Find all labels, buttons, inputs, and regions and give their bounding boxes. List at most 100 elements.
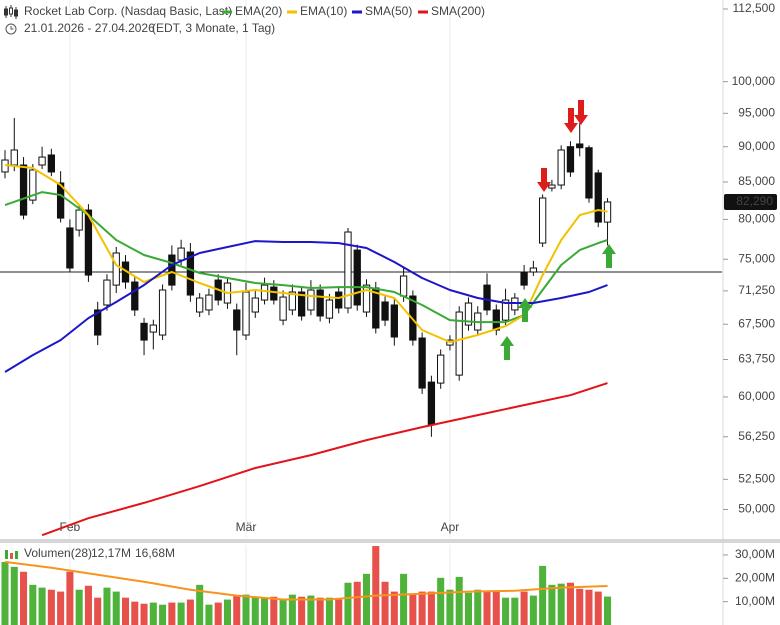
y-tick-label: 85,000	[738, 174, 775, 188]
signal-arrows	[500, 100, 616, 360]
candle-body	[75, 209, 83, 231]
volume-bar	[464, 592, 473, 625]
last-price-label: 82,290	[736, 194, 773, 208]
y-tick-label: 67,500	[738, 316, 775, 330]
candle-body	[381, 301, 389, 321]
volume-bar	[502, 597, 510, 625]
volume-bar	[84, 585, 92, 625]
candle-body	[131, 281, 139, 311]
volume-bar	[270, 596, 278, 625]
volume-current: 12,17M	[91, 546, 131, 560]
volume-bar	[585, 589, 593, 625]
clock-icon	[5, 23, 17, 35]
volume-bar	[335, 599, 343, 625]
y-tick-label: 95,000	[738, 106, 775, 120]
volume-bar	[316, 597, 324, 625]
candle-body	[437, 354, 445, 384]
y-tick-label: 30,00M	[735, 547, 775, 561]
candle-body	[66, 227, 74, 269]
legend: Rocket Lab Corp. (Nasdaq Basic, Last) 21…	[4, 4, 485, 560]
candle-body	[112, 252, 120, 286]
volume-bar	[520, 591, 528, 625]
volume-bar	[20, 571, 28, 625]
y-tick-label: 52,500	[738, 472, 775, 486]
volume-bar	[196, 584, 204, 625]
candle-body	[94, 309, 102, 336]
indicator-line	[4, 191, 608, 324]
volume-bar	[603, 596, 612, 625]
buy-arrow	[500, 336, 514, 360]
volume-bar	[353, 581, 361, 625]
volume-bar	[427, 591, 435, 625]
volume-bar	[121, 597, 130, 625]
candle-body	[492, 309, 500, 331]
candle-body	[29, 169, 37, 201]
candle-body	[520, 271, 528, 286]
last-price-box	[724, 193, 777, 210]
candle-body	[149, 324, 157, 333]
candle-body	[10, 149, 18, 166]
volume-bar	[112, 591, 120, 625]
candle-body	[483, 284, 491, 311]
candle-body	[362, 284, 371, 313]
volume-bar	[131, 601, 139, 625]
volume-bar	[10, 566, 18, 625]
candle-body	[19, 164, 28, 216]
y-tick-label: 10,00M	[735, 594, 775, 608]
volume-bar	[75, 589, 83, 625]
volume-bar	[57, 591, 65, 625]
volume-bar	[251, 596, 259, 625]
candle-body	[353, 249, 361, 306]
candle-body	[270, 286, 278, 301]
candle-body	[501, 299, 510, 321]
candle-body	[56, 182, 65, 219]
candle-body	[260, 284, 269, 301]
volume-bar	[94, 597, 102, 625]
candle-body	[84, 209, 93, 276]
date-range: 21.01.2026 - 27.04.2026	[24, 21, 155, 35]
grid: Feb Mär Apr112,500100,00095,00090,00085,00…	[60, 0, 775, 625]
volume-bar	[409, 593, 417, 625]
y-tick-label: 60,000	[738, 389, 775, 403]
volume-bar	[288, 594, 296, 625]
candle-body	[529, 267, 538, 273]
y-tick-label: 50,000	[738, 502, 775, 516]
candle-body	[344, 231, 352, 309]
candle-body	[233, 309, 241, 331]
candle-body	[335, 291, 343, 309]
x-tick-label: Mär	[236, 520, 257, 534]
volume-bar	[177, 602, 185, 625]
candle-body	[168, 254, 176, 286]
volume-bar	[261, 597, 269, 625]
y-tick-label: 63,750	[738, 352, 775, 366]
volume-bar	[548, 584, 556, 625]
candle-body	[548, 184, 556, 189]
y-tick-label: 56,250	[738, 429, 775, 443]
candle-body	[316, 289, 324, 317]
sell-arrow	[537, 168, 551, 192]
candle-body	[325, 299, 334, 319]
candle-body	[594, 172, 602, 223]
volume-bar	[400, 573, 408, 625]
candle-body	[557, 149, 565, 186]
sell-arrow	[564, 108, 578, 133]
candle-body	[177, 247, 185, 261]
sell-arrow	[574, 100, 588, 125]
candle-body	[576, 143, 584, 149]
candle-body	[158, 289, 167, 336]
volume-bar	[214, 602, 222, 625]
legend-label: EMA(10)	[300, 4, 347, 18]
candle-body	[464, 302, 473, 326]
volume-bar	[390, 591, 398, 625]
volume-bar	[566, 582, 574, 625]
panel-separator	[0, 539, 780, 543]
volume-bar	[381, 581, 389, 625]
candle-body	[538, 197, 547, 244]
candle-body	[399, 275, 408, 297]
candle-body	[297, 291, 306, 317]
volume-bar	[418, 591, 426, 625]
volume-bar	[233, 595, 241, 625]
volume-bar	[576, 588, 584, 625]
indicator-line	[4, 240, 608, 373]
